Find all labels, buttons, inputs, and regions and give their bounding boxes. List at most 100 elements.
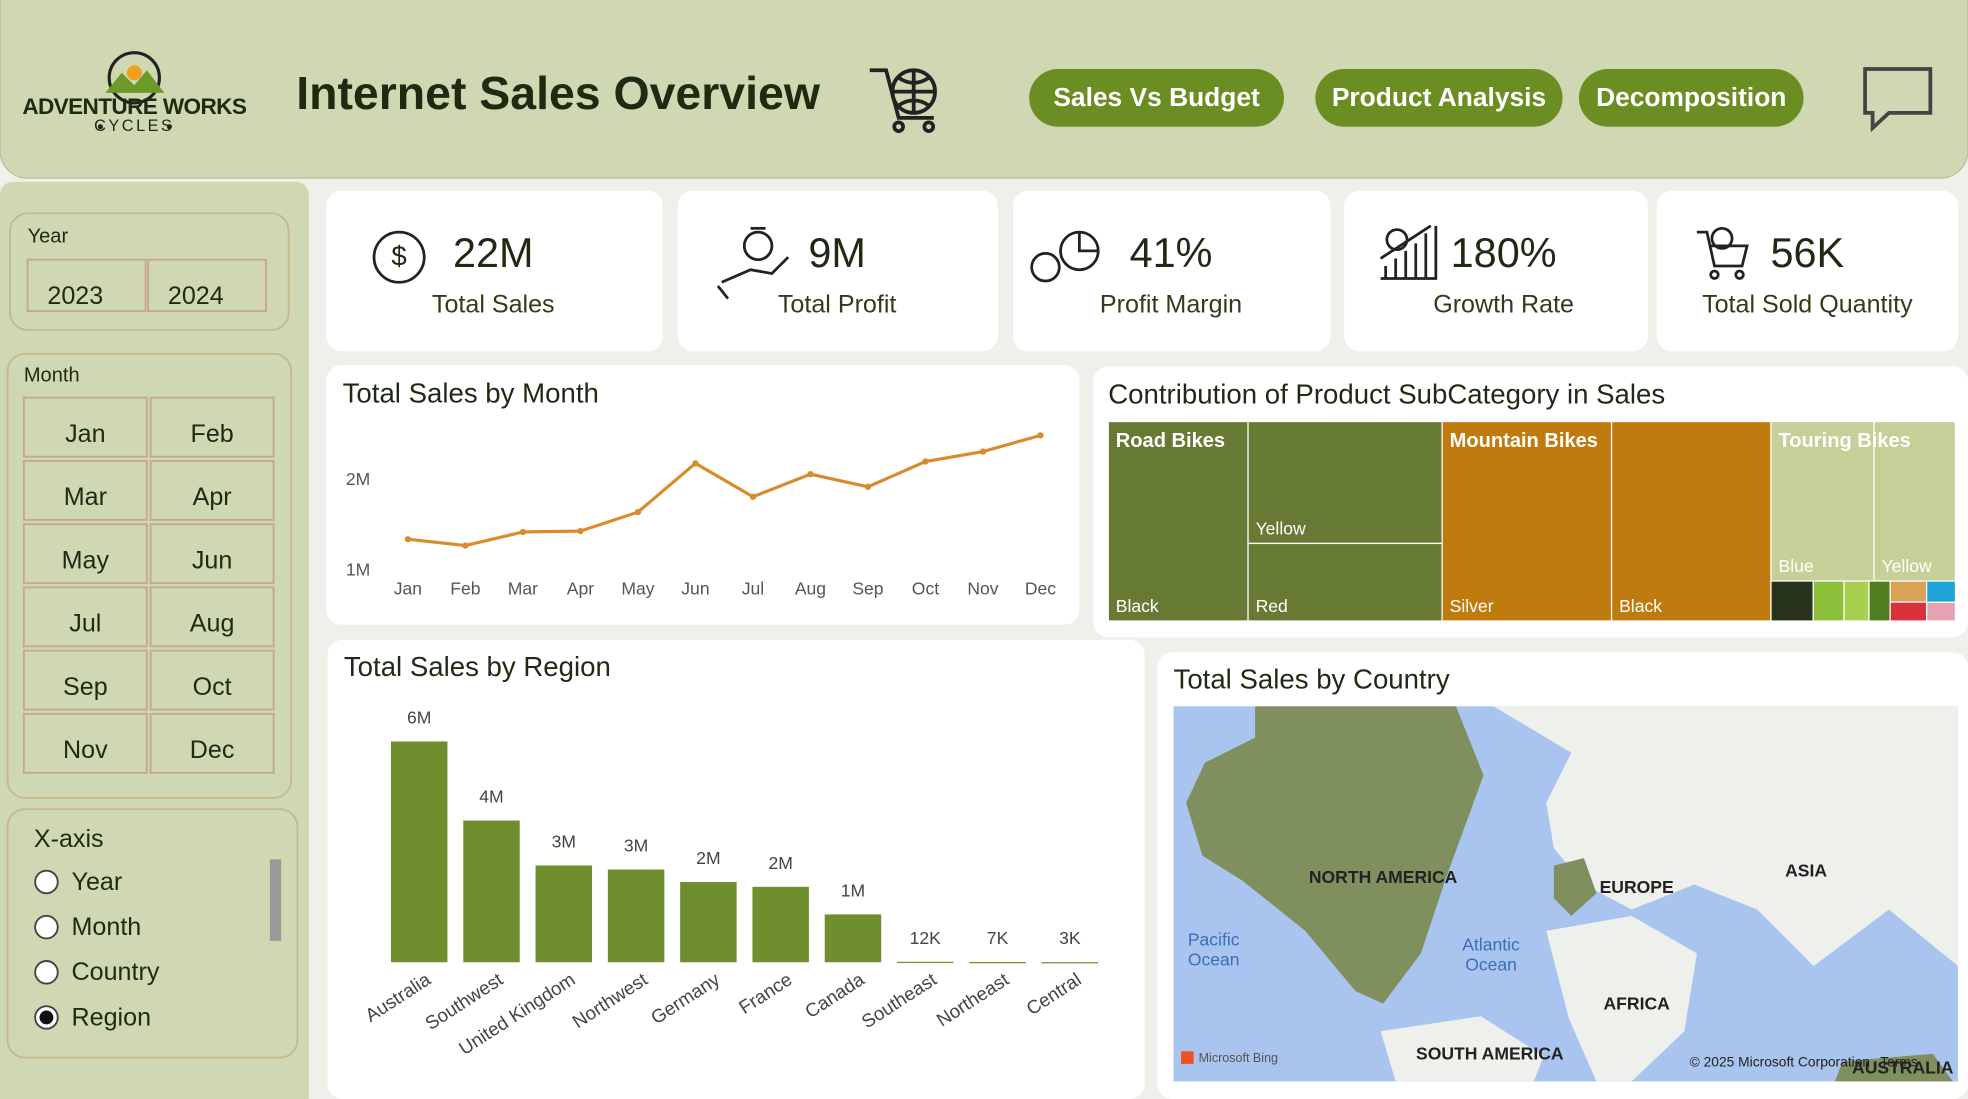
slicer-button[interactable] bbox=[149, 586, 275, 648]
slicer-button[interactable] bbox=[147, 258, 268, 313]
data-label: 3K bbox=[1059, 928, 1081, 948]
radio[interactable] bbox=[34, 869, 59, 895]
kpi-label: Total Sold Quantity bbox=[1702, 291, 1913, 319]
x-tick-label: Jul bbox=[742, 578, 764, 598]
nav-label[interactable]: Product Analysis bbox=[1332, 82, 1546, 112]
treemap-tile bbox=[1868, 580, 1891, 622]
slicer-option[interactable]: Nov bbox=[63, 736, 108, 764]
bar bbox=[897, 961, 954, 964]
slicer-button[interactable] bbox=[149, 712, 275, 774]
slicer-option[interactable]: Oct bbox=[193, 673, 232, 701]
logo: ADVENTURE WORKS CYCLES bbox=[22, 51, 247, 135]
slicer-button[interactable] bbox=[22, 523, 148, 585]
radio[interactable] bbox=[34, 914, 59, 940]
slicer-option[interactable]: May bbox=[62, 546, 110, 574]
kpi-card bbox=[1344, 190, 1648, 352]
nav-button-bg[interactable] bbox=[1029, 69, 1284, 127]
slicer-option[interactable]: Dec bbox=[190, 736, 235, 764]
bar bbox=[607, 869, 665, 963]
group-label: Touring Bikes bbox=[1779, 430, 1911, 452]
kpi-card bbox=[1656, 190, 1958, 352]
y-tick-label: 1M bbox=[346, 559, 370, 579]
nav-button-bg[interactable] bbox=[1578, 69, 1804, 127]
x-tick-label: Nov bbox=[967, 578, 998, 598]
point bbox=[979, 448, 987, 455]
point bbox=[577, 527, 584, 535]
slicer-button[interactable] bbox=[149, 396, 275, 458]
slicer-option[interactable]: Jul bbox=[69, 610, 101, 638]
brand: ADVENTURE WORKS bbox=[22, 94, 247, 119]
radio-label[interactable]: Year bbox=[72, 868, 123, 896]
kpi-value: 9M bbox=[808, 230, 866, 276]
slicer-button[interactable] bbox=[26, 258, 147, 313]
filter-box bbox=[6, 808, 299, 1059]
chart-title: Total Sales by Month bbox=[343, 377, 599, 408]
slicer-option[interactable]: Jun bbox=[192, 546, 232, 574]
slicer-option[interactable]: Sep bbox=[63, 673, 108, 701]
x-tick-label: Mar bbox=[508, 578, 538, 598]
data-label: 7K bbox=[987, 928, 1009, 948]
radio-label[interactable]: Month bbox=[72, 913, 142, 941]
slicer-button[interactable] bbox=[149, 649, 275, 711]
slicer-option[interactable]: Apr bbox=[193, 483, 232, 511]
continent-label: ASIA bbox=[1785, 861, 1827, 881]
kpi-value: 22M bbox=[453, 230, 534, 276]
radio[interactable] bbox=[34, 960, 59, 985]
chat-icon[interactable] bbox=[1863, 67, 1933, 133]
continent-label: AFRICA bbox=[1604, 994, 1671, 1014]
slicer-button[interactable] bbox=[149, 523, 275, 585]
slicer-button[interactable] bbox=[149, 459, 275, 521]
data-label: 3M bbox=[624, 836, 648, 856]
kpi-card bbox=[326, 190, 663, 352]
point bbox=[692, 460, 699, 467]
land bbox=[1186, 706, 1484, 1004]
terms-link[interactable]: Terms bbox=[1880, 1054, 1918, 1069]
slicer-button[interactable] bbox=[22, 396, 148, 458]
bar bbox=[390, 741, 448, 963]
radio-label[interactable]: Country bbox=[72, 958, 160, 986]
slicer-option[interactable]: 2024 bbox=[168, 282, 224, 310]
continent-label: NORTH AMERICA bbox=[1309, 867, 1458, 887]
map-labels: NORTH AMERICA EUROPE ASIA AFRICA SOUTH AMERI… bbox=[1181, 861, 1954, 1078]
kpi-value: 180% bbox=[1451, 230, 1557, 276]
radio-dot[interactable] bbox=[39, 1010, 54, 1025]
radio-label[interactable]: Region bbox=[72, 1003, 152, 1031]
data-label: 2M bbox=[696, 848, 720, 868]
nav-button[interactable]: Sales Vs Budget bbox=[1029, 69, 1284, 127]
data-label: 4M bbox=[479, 787, 503, 807]
copyright: © 2025 Microsoft Corporation bbox=[1690, 1054, 1870, 1069]
nav-label[interactable]: Decomposition bbox=[1596, 82, 1786, 112]
tile-label: Blue bbox=[1779, 556, 1814, 576]
ocean-label: Ocean bbox=[1188, 950, 1240, 970]
nav-button[interactable]: Product Analysis bbox=[1315, 69, 1563, 127]
scrollbar bbox=[269, 859, 282, 941]
bar bbox=[824, 914, 882, 963]
tile-label: Red bbox=[1256, 596, 1288, 616]
filter-box bbox=[9, 212, 290, 331]
slicer-option[interactable]: Aug bbox=[190, 610, 235, 638]
slicer-button[interactable] bbox=[22, 586, 148, 648]
bing-logo bbox=[1181, 1051, 1194, 1064]
kpi-value: 56K bbox=[1771, 230, 1845, 276]
kpi-icons: $ bbox=[372, 224, 1749, 300]
slicer-option[interactable]: Feb bbox=[190, 420, 233, 448]
nav-button[interactable]: Decomposition bbox=[1578, 69, 1804, 127]
nav-button-bg[interactable] bbox=[1315, 69, 1563, 127]
point bbox=[864, 483, 872, 490]
slicer-option[interactable]: Jan bbox=[65, 420, 105, 448]
slicer-option[interactable]: 2023 bbox=[47, 282, 103, 310]
chart-title: Contribution of Product SubCategory in S… bbox=[1108, 379, 1665, 410]
slicer-button[interactable] bbox=[22, 649, 148, 711]
slicer-button[interactable] bbox=[22, 712, 148, 774]
nav-label[interactable]: Sales Vs Budget bbox=[1053, 82, 1260, 112]
bar bbox=[463, 820, 520, 963]
x-tick-label: Aug bbox=[795, 578, 826, 598]
point bbox=[1037, 432, 1044, 439]
attribution: Microsoft Bing bbox=[1199, 1051, 1278, 1065]
slicer-button[interactable] bbox=[22, 459, 148, 521]
slicer-option[interactable]: Mar bbox=[64, 483, 107, 511]
tile-label: Yellow bbox=[1882, 556, 1932, 576]
map: Total Sales by Country NORTH AMERICA EURO… bbox=[1157, 652, 1968, 1099]
